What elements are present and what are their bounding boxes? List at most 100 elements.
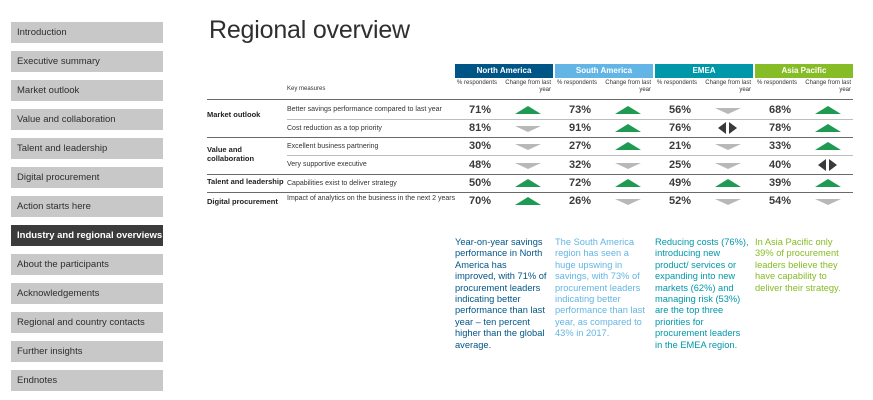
change-up-icon (815, 105, 841, 114)
sidebar-item-regional-and-country-contacts[interactable]: Regional and country contacts (11, 312, 163, 333)
change-up-icon (815, 179, 841, 187)
category-label: Market outlook (207, 110, 261, 119)
change-up-icon (615, 142, 641, 150)
respondent-percent: 72% (569, 177, 592, 189)
change-subheader: Change from last year (505, 80, 551, 93)
respondent-percent: 54% (769, 195, 792, 207)
row-divider (207, 137, 853, 138)
respondent-percent: 30% (469, 140, 492, 152)
region-header-asia-pacific: Asia Pacific (755, 64, 853, 78)
header-divider (207, 99, 853, 100)
region-header-emea: EMEA (655, 64, 753, 78)
change-down-icon (515, 126, 541, 132)
change-subheader: Change from last year (805, 80, 851, 93)
row-divider (207, 192, 853, 193)
page-title: Regional overview (209, 16, 410, 44)
row-divider (207, 174, 853, 175)
respondent-percent: 25% (669, 158, 692, 171)
region-note-asia-pacific: In Asia Pacific only 39% of procurement … (755, 237, 841, 293)
respondent-percent: 32% (569, 158, 592, 171)
change-down-icon (715, 199, 741, 205)
respondents-subheader: % respondents (757, 80, 798, 86)
respondent-percent: 48% (469, 158, 492, 171)
key-measures-header: Key measures (287, 86, 326, 92)
respondents-subheader: % respondents (557, 80, 598, 86)
measure-label: Impact of analytics on the business in t… (287, 195, 456, 202)
respondent-percent: 39% (769, 177, 792, 189)
change-down-icon (715, 162, 741, 169)
sidebar-item-digital-procurement[interactable]: Digital procurement (11, 167, 163, 188)
change-up-icon (615, 179, 641, 187)
respondent-percent: 73% (569, 103, 592, 116)
sidebar-item-acknowledgements[interactable]: Acknowledgements (11, 283, 163, 304)
change-subheader: Change from last year (705, 80, 751, 93)
category-label: Value and collaboration (207, 145, 255, 163)
sidebar-item-industry-and-regional-overviews[interactable]: Industry and regional overviews (11, 225, 163, 246)
change-down-icon (715, 107, 741, 114)
region-header-north-america: North America (455, 64, 553, 78)
change-up-icon (715, 179, 741, 187)
respondent-percent: 40% (769, 158, 792, 171)
region-note-emea: Reducing costs (76%), introducing new pr… (655, 237, 749, 350)
respondents-subheader: % respondents (457, 80, 498, 86)
change-down-icon (815, 199, 841, 205)
change-up-icon (815, 124, 841, 132)
change-up-icon (615, 124, 641, 132)
respondent-percent: 26% (569, 195, 592, 207)
measure-label: Excellent business partnering (287, 142, 379, 150)
change-up-icon (815, 142, 841, 150)
respondent-percent: 50% (469, 177, 492, 189)
respondent-percent: 78% (769, 122, 792, 134)
row-divider (287, 155, 853, 156)
change-down-icon (515, 144, 541, 150)
category-label: Talent and leadership (207, 177, 284, 186)
respondent-percent: 21% (669, 140, 692, 152)
sidebar-item-endnotes[interactable]: Endnotes (11, 370, 163, 391)
change-flat-icon (715, 122, 741, 134)
change-down-icon (615, 162, 641, 169)
measure-label: Very supportive executive (287, 161, 367, 168)
respondent-percent: 91% (569, 122, 592, 134)
change-up-icon (615, 105, 641, 114)
sidebar-item-action-starts-here[interactable]: Action starts here (11, 196, 163, 217)
sidebar-nav: Introduction Executive summary Market outl… (11, 22, 163, 399)
sidebar-item-about-the-participants[interactable]: About the participants (11, 254, 163, 275)
respondent-percent: 71% (469, 103, 492, 116)
respondents-subheader: % respondents (657, 80, 698, 86)
sidebar-item-talent-and-leadership[interactable]: Talent and leadership (11, 138, 163, 159)
respondent-percent: 56% (669, 103, 692, 116)
respondent-percent: 68% (769, 103, 792, 116)
change-subheader: Change from last year (605, 80, 651, 93)
region-note-south-america: The South America region has seen a huge… (555, 237, 645, 339)
respondent-percent: 49% (669, 177, 692, 189)
arrow-left-icon (818, 158, 826, 171)
change-up-icon (515, 197, 541, 205)
measure-label: Capabilities exist to deliver strategy (287, 179, 397, 187)
arrow-left-icon (718, 122, 726, 134)
respondent-percent: 81% (469, 122, 492, 134)
change-down-icon (615, 199, 641, 205)
arrow-right-icon (729, 122, 737, 134)
row-divider (287, 119, 853, 120)
change-flat-icon (815, 158, 841, 171)
arrow-right-icon (829, 158, 837, 171)
sidebar-item-introduction[interactable]: Introduction (11, 22, 163, 43)
change-up-icon (515, 105, 541, 114)
sidebar-item-value-and-collaboration[interactable]: Value and collaboration (11, 109, 163, 130)
respondent-percent: 70% (469, 195, 492, 207)
category-label: Digital procurement (207, 197, 278, 206)
measure-label: Better savings performance compared to l… (287, 106, 442, 113)
measure-label: Cost reduction as a top priority (287, 124, 382, 132)
sidebar-item-executive-summary[interactable]: Executive summary (11, 51, 163, 72)
respondent-percent: 27% (569, 140, 592, 152)
respondent-percent: 52% (669, 195, 692, 207)
change-up-icon (515, 179, 541, 187)
sidebar-item-further-insights[interactable]: Further insights (11, 341, 163, 362)
sidebar-item-market-outlook[interactable]: Market outlook (11, 80, 163, 101)
region-note-north-america: Year-on-year savings performance in Nort… (455, 237, 547, 350)
respondent-percent: 33% (769, 140, 792, 152)
change-down-icon (515, 162, 541, 169)
region-header-south-america: South America (555, 64, 653, 78)
respondent-percent: 76% (669, 122, 692, 134)
change-down-icon (715, 144, 741, 150)
